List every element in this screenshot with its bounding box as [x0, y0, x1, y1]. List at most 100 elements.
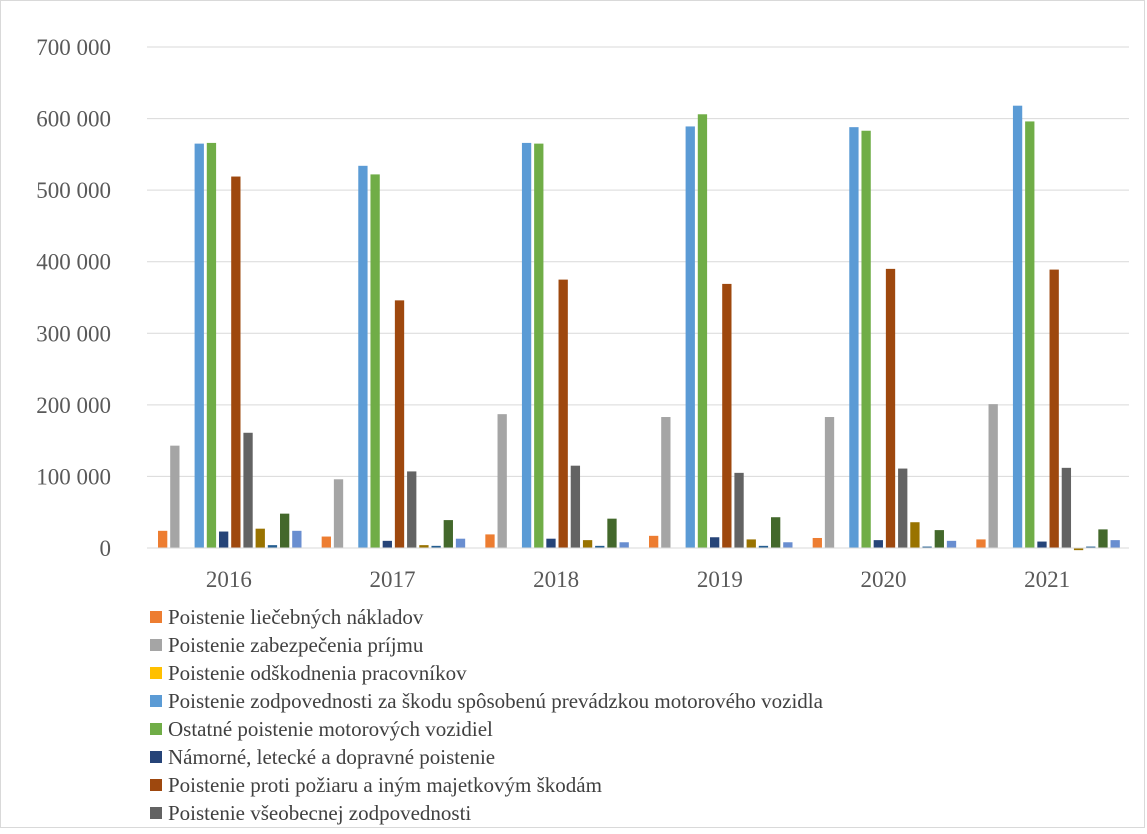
bar [267, 545, 278, 548]
y-tick-label: 700 000 [36, 35, 111, 60]
bar [849, 127, 859, 548]
bar [558, 279, 568, 548]
legend-swatch [150, 807, 162, 819]
bar [358, 165, 368, 548]
x-tick-label: 2017 [370, 567, 416, 592]
bar [697, 114, 708, 548]
legend-swatch [150, 695, 162, 707]
legend-label: Námorné, letecké a dopravné poistenie [168, 745, 495, 769]
bar [321, 536, 331, 548]
x-tick-label: 2019 [697, 567, 743, 592]
bar [619, 542, 629, 548]
bar [292, 530, 302, 548]
legend-swatch [150, 667, 162, 679]
y-tick-label: 200 000 [36, 393, 111, 418]
bar [570, 465, 581, 548]
bar [976, 539, 986, 548]
bar [158, 530, 168, 548]
bar [431, 545, 441, 548]
legend: Poistenie liečebných nákladov Poistenie z… [150, 605, 824, 825]
bar [1061, 467, 1072, 548]
bar [521, 142, 532, 548]
legend-swatch [150, 751, 162, 763]
bar [873, 540, 883, 548]
bar [988, 404, 998, 548]
y-tick-label: 100 000 [36, 464, 111, 489]
bar [455, 538, 466, 548]
x-tick-label: 2016 [206, 567, 252, 592]
bar [1012, 105, 1023, 548]
bar [607, 518, 617, 548]
bar [370, 174, 380, 548]
bar [861, 130, 871, 549]
bar [885, 268, 896, 548]
bar [722, 283, 732, 548]
x-axis-tick-labels: 2016 2017 2018 2019 2020 2021 [206, 567, 1070, 592]
legend-label: Ostatné poistenie motorových vozidiel [168, 717, 493, 741]
legend-label: Poistenie zodpovednosti za škodu spôsobe… [168, 689, 824, 713]
bar [649, 535, 659, 548]
bar [206, 142, 217, 548]
y-tick-label: 300 000 [36, 321, 111, 346]
bar [1049, 269, 1059, 548]
bar [1086, 546, 1096, 548]
bar [922, 546, 932, 548]
bar [255, 528, 265, 548]
bar [333, 479, 344, 548]
bar [595, 545, 605, 548]
gridlines [147, 46, 1129, 477]
legend-label: Poistenie liečebných nákladov [168, 605, 424, 629]
legend-swatch [150, 639, 162, 651]
bar [1110, 540, 1120, 548]
bar [685, 126, 695, 548]
bar [746, 539, 756, 548]
legend-swatch [150, 611, 162, 623]
bar [824, 417, 835, 548]
bar [710, 537, 720, 548]
bar [219, 531, 229, 548]
bar [1073, 548, 1084, 551]
bar [910, 522, 920, 548]
legend-label: Poistenie zabezpečenia príjmu [168, 633, 424, 657]
legend-label: Poistenie všeobecnej zodpovednosti [168, 801, 471, 825]
bar [934, 530, 944, 548]
legend-swatch [150, 723, 162, 735]
bar [382, 540, 392, 548]
bar [898, 468, 908, 548]
bar [1037, 541, 1047, 548]
bar [1025, 121, 1035, 549]
y-tick-label: 0 [100, 536, 112, 561]
x-tick-label: 2020 [861, 567, 907, 592]
bar [661, 417, 671, 548]
bar [407, 471, 417, 548]
bar [280, 513, 290, 548]
bar [946, 540, 957, 548]
bar [534, 143, 544, 548]
legend-swatch [150, 779, 162, 791]
bar [812, 537, 822, 548]
y-tick-label: 600 000 [36, 107, 111, 132]
x-tick-label: 2021 [1024, 567, 1070, 592]
bar [394, 300, 405, 548]
y-tick-label: 400 000 [36, 250, 111, 275]
y-tick-label: 500 000 [36, 178, 111, 203]
bar [758, 545, 769, 548]
bar [546, 538, 556, 548]
bar [231, 176, 241, 549]
bar [771, 517, 781, 548]
bar [582, 540, 593, 548]
bar [194, 143, 204, 548]
bar [170, 445, 180, 548]
bar [783, 542, 793, 548]
bar [734, 472, 744, 548]
bar [443, 520, 453, 548]
bar [1098, 529, 1108, 548]
legend-label: Poistenie odškodnenia pracovníkov [168, 661, 467, 685]
bars [158, 105, 1120, 551]
x-tick-label: 2018 [533, 567, 579, 592]
bar [497, 414, 507, 548]
bar [243, 432, 253, 548]
bar [419, 545, 429, 548]
